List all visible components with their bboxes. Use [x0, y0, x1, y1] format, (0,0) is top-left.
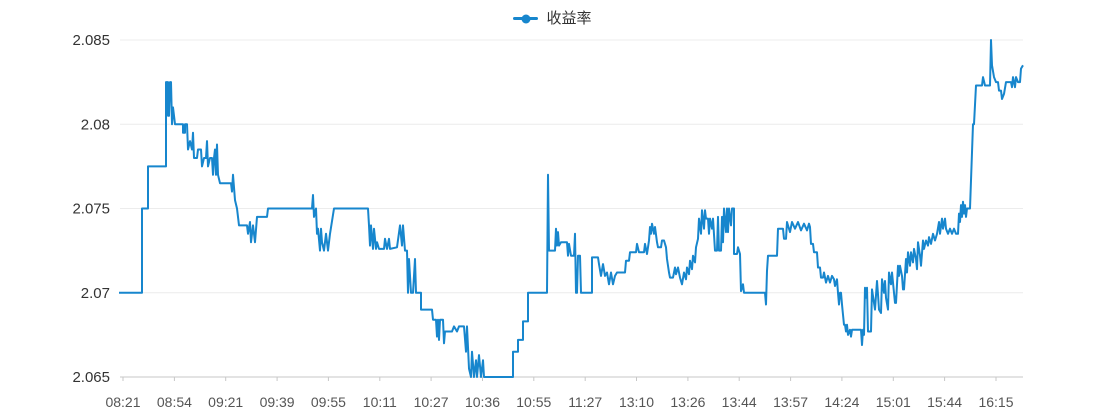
x-axis-label: 10:11: [363, 394, 397, 410]
x-axis-label: 13:57: [773, 394, 808, 410]
x-axis-label: 09:39: [260, 394, 295, 410]
x-axis-label: 10:36: [465, 394, 500, 410]
x-axis-label: 11:27: [568, 394, 602, 410]
legend-item-yield[interactable]: 收益率: [0, 11, 1105, 26]
x-axis-label: 08:54: [157, 394, 192, 410]
legend-label: 收益率: [546, 10, 592, 27]
x-axis-label: 08:21: [105, 394, 140, 410]
x-axis-label: 13:26: [670, 394, 705, 410]
x-axis-label: 16:15: [978, 394, 1013, 410]
y-axis-label: 2.07: [81, 285, 110, 302]
x-axis-label: 15:01: [876, 394, 911, 410]
x-axis-label: 14:24: [824, 394, 859, 410]
legend-line-dot-icon: [513, 17, 539, 20]
y-axis-label: 2.08: [81, 116, 110, 133]
x-axis-label: 10:55: [516, 394, 551, 410]
x-axis-label: 15:44: [927, 394, 962, 410]
y-axis-label: 2.085: [72, 32, 110, 49]
y-axis-label: 2.075: [72, 201, 110, 218]
y-axis-label: 2.065: [72, 369, 110, 386]
x-axis-label: 09:55: [311, 394, 346, 410]
x-axis-label: 13:10: [619, 394, 654, 410]
x-axis-label: 13:44: [722, 394, 757, 410]
x-axis-label: 09:21: [208, 394, 243, 410]
x-axis-label: 10:27: [414, 394, 449, 410]
series-line: [119, 39, 1024, 378]
